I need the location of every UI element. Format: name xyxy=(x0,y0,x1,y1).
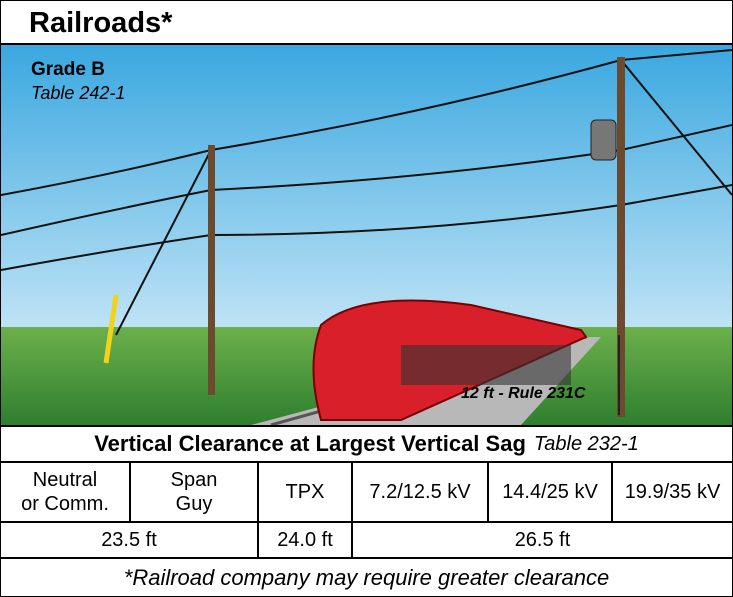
page: Railroads* Grade B Table 242-1 12 ft - R… xyxy=(0,0,733,597)
title: Railroads* xyxy=(29,7,172,40)
header-cell: 14.4/25 kV xyxy=(489,463,613,523)
header-cell: 7.2/12.5 kV xyxy=(353,463,489,523)
header-line: Guy xyxy=(176,492,213,516)
header-line: Span xyxy=(171,468,218,492)
table-title: Vertical Clearance at Largest Vertical S… xyxy=(1,425,732,463)
value-cell: 23.5 ft xyxy=(1,523,259,559)
header-line: Neutral xyxy=(33,468,97,492)
header: Railroads* xyxy=(1,1,732,45)
value-cell: 24.0 ft xyxy=(259,523,353,559)
illustration: Grade B Table 242-1 12 ft - Rule 231C xyxy=(1,45,732,425)
value-cell: 26.5 ft xyxy=(353,523,732,559)
header-cell: TPX xyxy=(259,463,353,523)
header-line: 14.4/25 kV xyxy=(502,480,598,504)
header-line: 7.2/12.5 kV xyxy=(369,480,470,504)
grade: Grade B xyxy=(31,59,105,80)
header-line: 19.9/35 kV xyxy=(625,480,721,504)
footnote: *Railroad company may require greater cl… xyxy=(1,559,732,596)
grade-table: Table 242-1 xyxy=(31,83,125,103)
header-line: or Comm. xyxy=(21,492,109,516)
annotation: 12 ft - Rule 231C xyxy=(461,385,586,402)
table-title-text: Vertical Clearance at Largest Vertical S… xyxy=(94,432,526,456)
header-line: TPX xyxy=(286,480,325,504)
header-cell: 19.9/35 kV xyxy=(613,463,732,523)
table-reference: Table 232-1 xyxy=(534,432,639,456)
